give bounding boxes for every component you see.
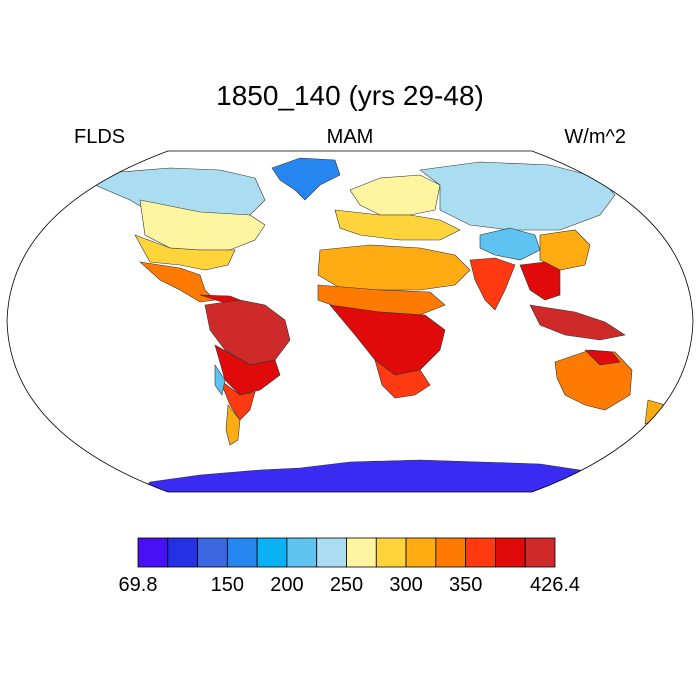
colorbar-boxes	[137, 537, 556, 568]
south-america-andes	[214, 364, 226, 396]
colorbar-box	[167, 537, 198, 568]
colorbar-box	[256, 537, 288, 568]
tibet	[479, 227, 541, 261]
south-america-tip	[225, 404, 241, 446]
colorbar-box	[495, 537, 526, 568]
china	[539, 229, 591, 271]
colorbar-tick-label: 69.8	[119, 574, 158, 596]
colorbar-tick-label: 300	[389, 574, 422, 596]
colorbar-tick-label: 200	[270, 574, 303, 596]
colorbar-box	[197, 537, 228, 568]
map-boundary	[6, 150, 694, 493]
south-america-mid	[214, 344, 281, 396]
colorbar-tick-label: 250	[330, 574, 363, 596]
colorbar-box	[137, 537, 169, 568]
siberia	[419, 161, 616, 231]
plot-title: 1850_140 (yrs 29-48)	[216, 80, 484, 111]
southern-africa	[374, 359, 431, 399]
central-africa	[329, 304, 446, 376]
north-america-south	[134, 234, 236, 271]
north-america-mid	[139, 199, 266, 251]
north-africa	[317, 244, 471, 291]
australia-north	[584, 349, 621, 366]
colorbar-box	[375, 537, 407, 568]
indonesia	[529, 304, 626, 341]
season-label: MAM	[326, 126, 374, 148]
south-america-south	[219, 379, 256, 421]
colorbar-box	[286, 537, 318, 568]
colorbar-box	[346, 537, 377, 568]
colorbar-box	[465, 537, 496, 568]
colorbar-tick-label: 426.4	[530, 574, 580, 596]
europe-north	[349, 174, 441, 216]
units-label: W/m^2	[564, 126, 626, 148]
colorbar-tick-label: 350	[449, 574, 482, 596]
colorbar-labels: 69.8 150 200 250 300 350 426.4	[119, 574, 581, 596]
greenland	[271, 157, 341, 201]
europe-south	[334, 209, 461, 241]
south-america-tropical	[204, 299, 291, 366]
india	[469, 257, 516, 311]
se-asia	[519, 261, 561, 301]
colorbar-box	[435, 537, 467, 568]
colorbar-tick-label: 150	[211, 574, 244, 596]
colorbar-box	[226, 537, 258, 568]
colorbar-box	[316, 537, 347, 568]
colorbar-box	[524, 537, 556, 568]
colorbar-box	[405, 537, 437, 568]
variable-label: FLDS	[74, 126, 126, 148]
